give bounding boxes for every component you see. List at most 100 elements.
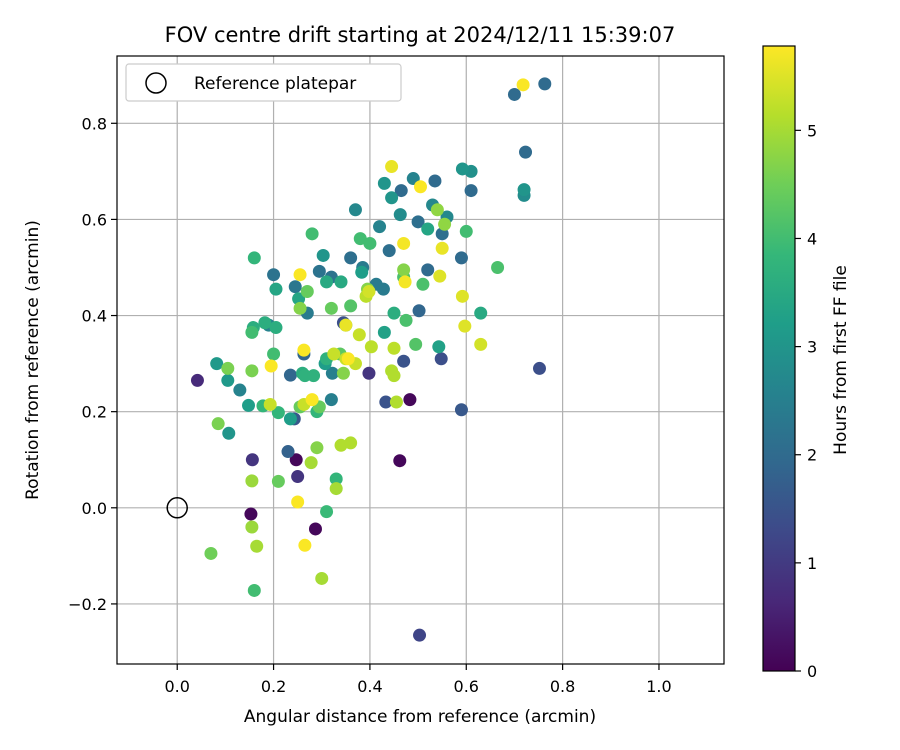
data-point xyxy=(364,340,378,354)
data-point xyxy=(455,162,469,176)
y-tick-label: −0.2 xyxy=(68,595,107,614)
data-point xyxy=(320,505,334,519)
data-point xyxy=(244,507,258,521)
data-point xyxy=(393,208,407,222)
data-point xyxy=(414,180,427,194)
data-point xyxy=(308,522,322,536)
data-point xyxy=(517,183,531,197)
data-point xyxy=(387,369,401,383)
data-point xyxy=(305,393,319,407)
data-point xyxy=(385,160,399,174)
data-point xyxy=(376,282,390,296)
legend-entry-reference: Reference platepar xyxy=(194,74,356,94)
data-point xyxy=(316,248,330,262)
data-point xyxy=(411,215,425,229)
data-point xyxy=(247,251,261,265)
data-point xyxy=(433,269,447,283)
chart-title: FOV centre drift starting at 2024/12/11 … xyxy=(165,23,676,47)
data-point xyxy=(304,456,318,470)
reference-marker xyxy=(166,497,188,519)
data-point xyxy=(430,203,444,217)
data-point xyxy=(412,304,426,318)
data-point xyxy=(353,232,367,246)
data-point xyxy=(289,453,303,467)
colorbar-tick-label: 2 xyxy=(807,446,817,465)
data-point xyxy=(247,583,261,597)
data-point xyxy=(264,359,278,373)
data-point xyxy=(344,436,358,450)
data-point xyxy=(329,472,343,486)
data-point xyxy=(399,313,413,327)
data-point xyxy=(421,222,435,236)
data-point xyxy=(283,412,297,426)
data-point xyxy=(435,241,449,255)
y-tick-label: 0.2 xyxy=(82,403,107,422)
data-point xyxy=(398,275,412,289)
data-point xyxy=(269,282,283,296)
data-point xyxy=(242,398,256,412)
plot-frame xyxy=(116,55,725,665)
colorbar-tick-label: 3 xyxy=(807,338,817,357)
data-point xyxy=(315,571,329,585)
data-point xyxy=(312,264,326,278)
data-point xyxy=(382,244,396,258)
data-point xyxy=(329,482,343,496)
data-point xyxy=(474,337,488,351)
data-point xyxy=(271,406,285,420)
data-point xyxy=(344,299,358,313)
data-point xyxy=(267,268,281,282)
data-point xyxy=(397,354,411,368)
data-point xyxy=(258,316,272,330)
data-point xyxy=(310,441,324,455)
data-point xyxy=(519,145,533,159)
data-point xyxy=(377,176,391,190)
data-point xyxy=(245,474,259,488)
data-point xyxy=(348,203,362,217)
data-point xyxy=(474,306,488,320)
x-tick-label: 0.4 xyxy=(357,677,382,696)
data-point xyxy=(298,538,312,552)
data-point xyxy=(211,417,225,431)
data-point xyxy=(245,364,259,378)
data-point xyxy=(204,546,218,560)
data-point xyxy=(307,369,321,383)
data-point xyxy=(393,454,407,468)
y-tick-label: 0.4 xyxy=(82,307,107,326)
data-point xyxy=(300,285,314,299)
data-point xyxy=(373,220,387,234)
data-point xyxy=(336,366,350,380)
colorbar-label: Hours from first FF file xyxy=(831,265,851,455)
data-point xyxy=(293,301,307,315)
data-point xyxy=(387,306,401,320)
colorbar-tick-label: 5 xyxy=(807,121,817,140)
data-point xyxy=(379,395,393,409)
legend-box xyxy=(125,63,402,102)
data-point xyxy=(403,393,417,407)
data-point xyxy=(397,236,411,250)
data-point xyxy=(394,184,408,198)
data-point xyxy=(281,445,295,459)
data-point xyxy=(459,224,473,238)
data-point xyxy=(352,328,366,342)
data-point xyxy=(432,340,446,354)
data-point xyxy=(233,383,247,397)
data-point xyxy=(210,357,224,371)
data-point xyxy=(363,236,377,250)
data-point xyxy=(291,495,305,509)
data-point xyxy=(250,539,264,553)
data-point xyxy=(245,325,259,339)
data-point xyxy=(245,453,259,467)
legend-reference-marker xyxy=(145,72,167,94)
data-points xyxy=(190,77,552,642)
data-point xyxy=(362,285,376,299)
x-tick-label: 0.2 xyxy=(261,677,286,696)
data-point xyxy=(516,78,530,92)
colorbar-ticks: 0 1 2 3 4 5 xyxy=(795,121,817,681)
data-point xyxy=(271,474,285,488)
x-tick-label: 1.0 xyxy=(646,677,671,696)
data-point xyxy=(389,395,403,409)
data-point xyxy=(409,337,423,351)
data-point xyxy=(385,191,399,205)
data-point xyxy=(269,321,283,335)
